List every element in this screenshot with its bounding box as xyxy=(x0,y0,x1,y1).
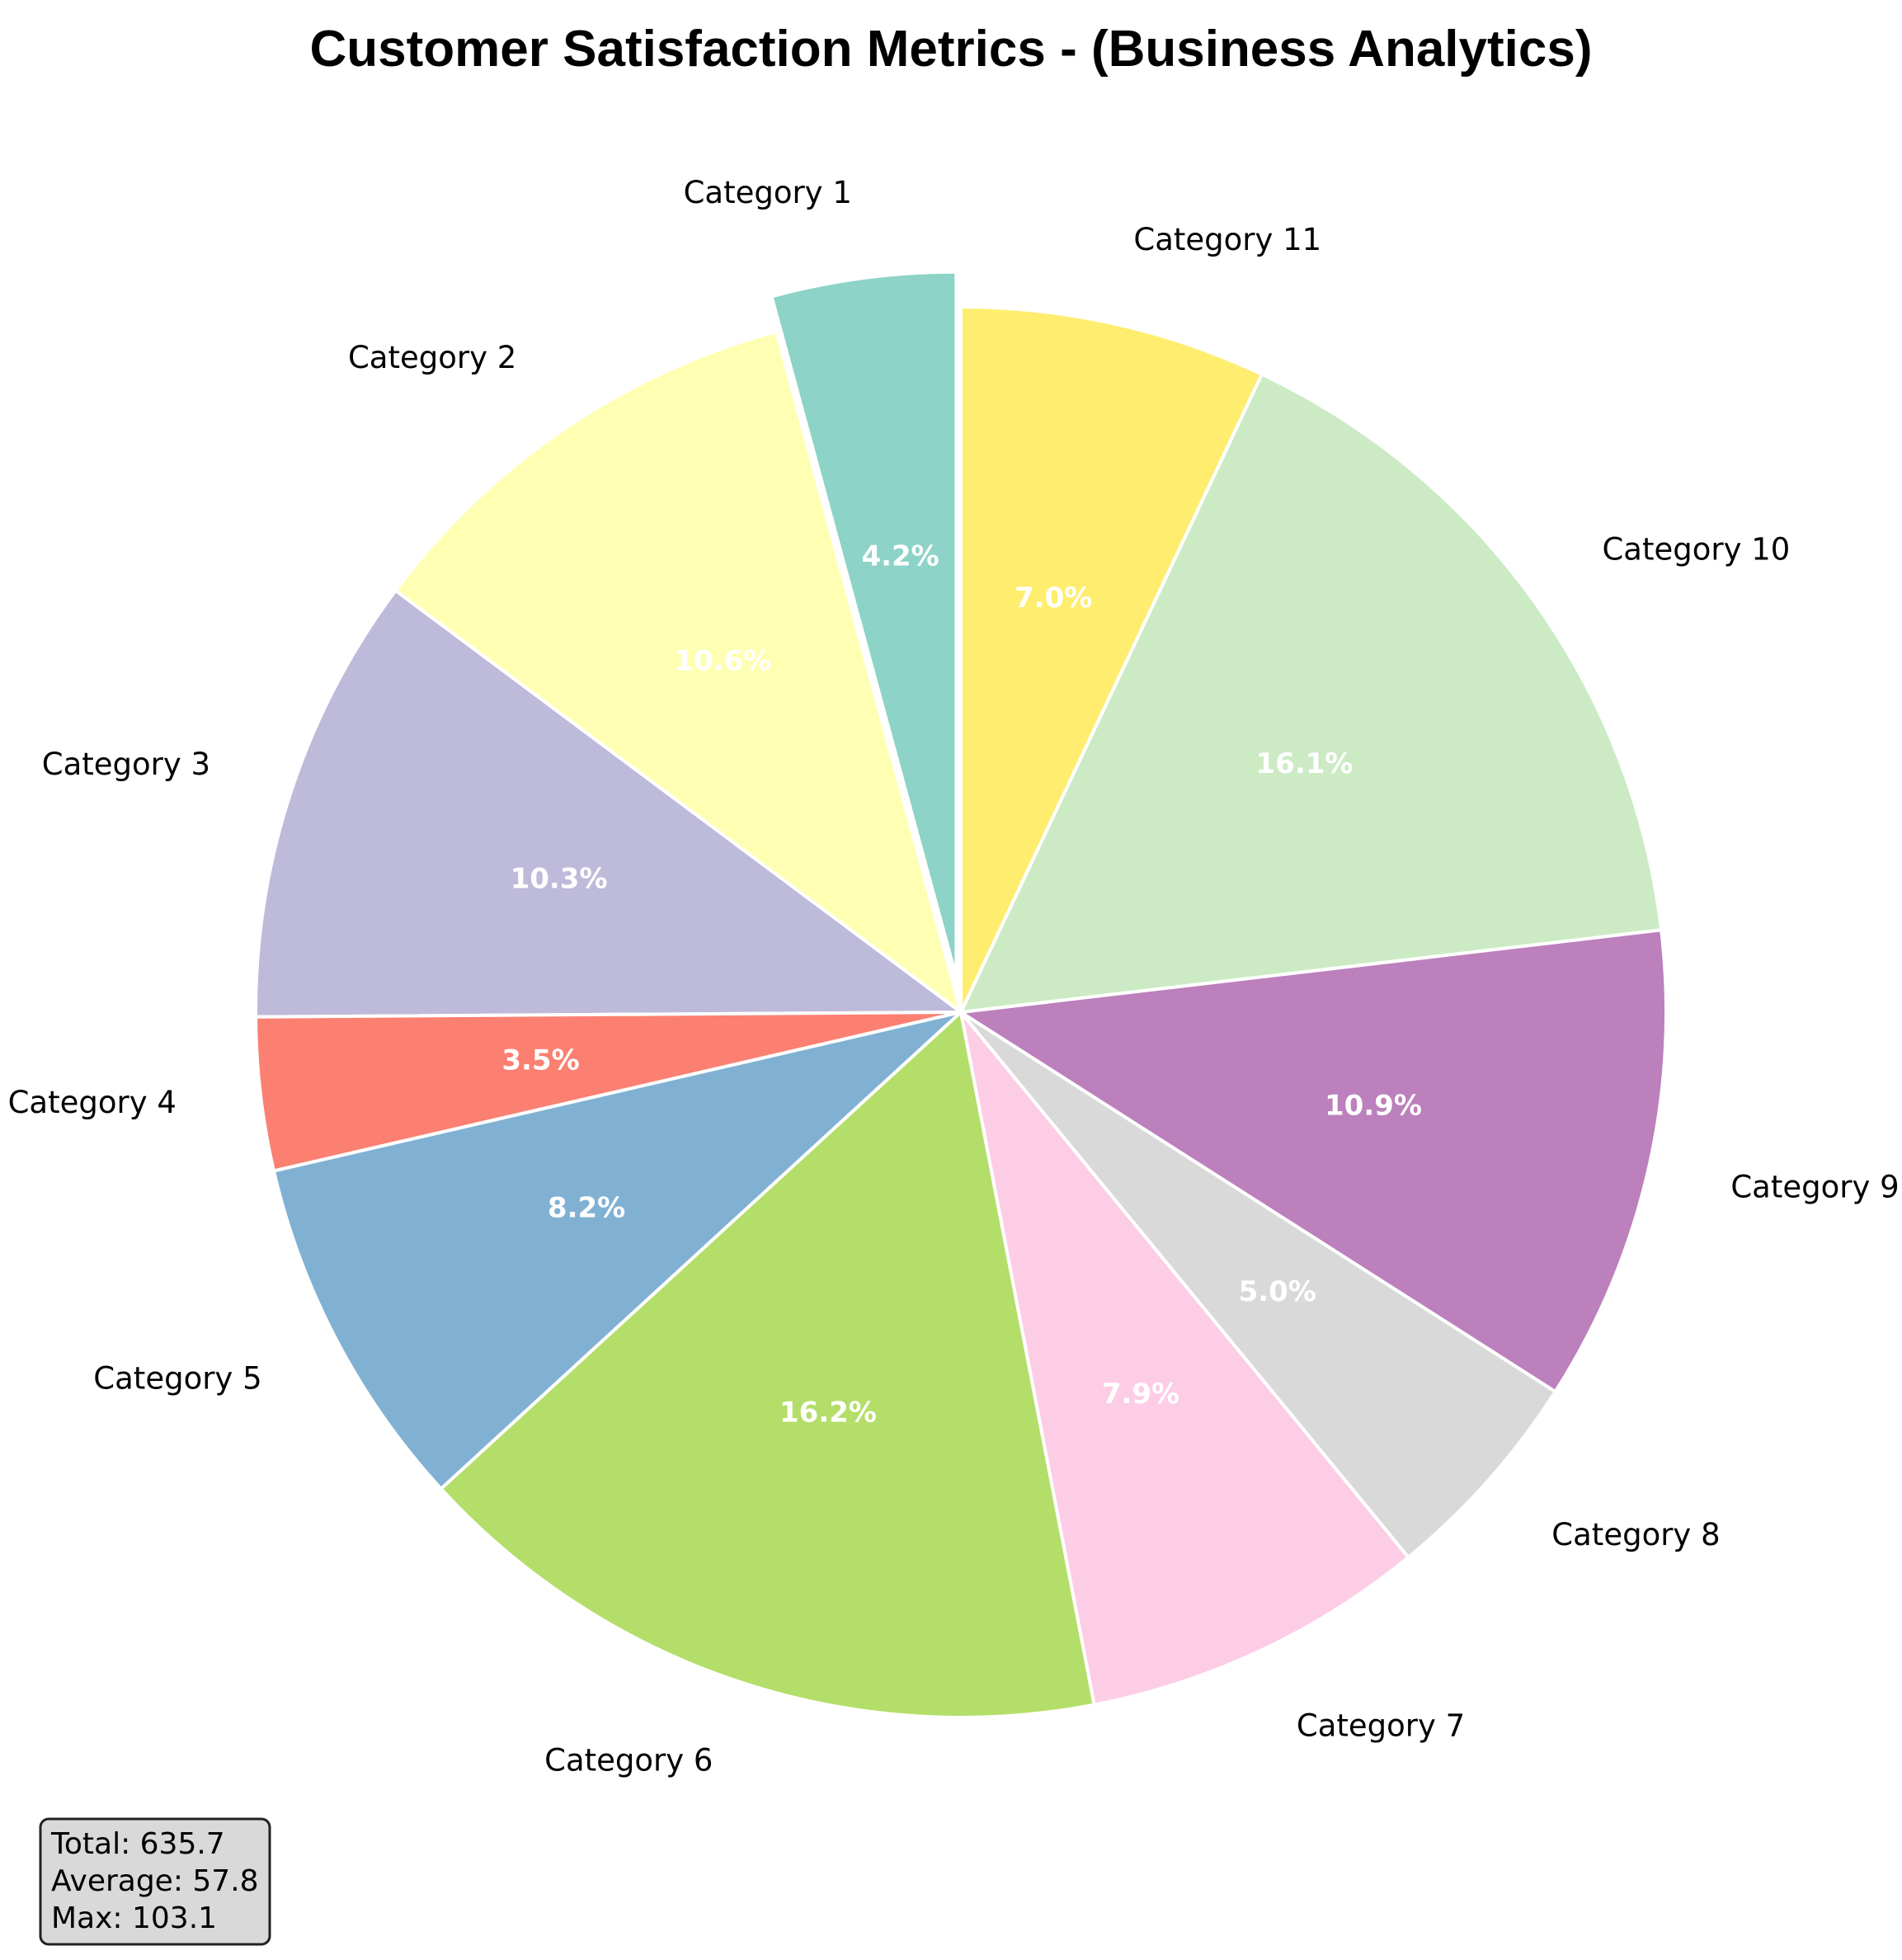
stats-box: Total: 635.7 Average: 57.8 Max: 103.1 xyxy=(39,1817,271,1946)
pie-slice-11 xyxy=(959,304,1264,1013)
percent-label-11: 7.0% xyxy=(1015,582,1092,615)
category-label-6: Category 6 xyxy=(544,1743,713,1779)
category-label-11: Category 11 xyxy=(1133,222,1321,257)
stats-max: Max: 103.1 xyxy=(51,1901,217,1935)
pie-slice-1 xyxy=(770,270,958,978)
stats-total: Total: 635.7 xyxy=(50,1827,225,1861)
percent-labels: 4.2% 10.6% 10.3% 3.5% 8.2% 16.2% 7.9% 5.0% 10.9%… xyxy=(501,540,1422,1430)
pie-slice-6 xyxy=(438,1009,1097,1719)
percent-label-4: 3.5% xyxy=(501,1044,579,1077)
category-label-9: Category 9 xyxy=(1730,1170,1899,1205)
pie-slice-7 xyxy=(959,1011,1411,1707)
percent-label-1: 4.2% xyxy=(861,540,939,573)
percent-label-8: 5.0% xyxy=(1239,1275,1316,1308)
stats-box-background xyxy=(39,1817,271,1946)
percent-label-2: 10.6% xyxy=(674,644,771,677)
category-label-5: Category 5 xyxy=(93,1361,261,1397)
pie-slice-10 xyxy=(958,372,1664,1015)
category-labels: Category 1 Category 2 Category 3 Category 4… xyxy=(8,175,1900,1779)
category-label-10: Category 10 xyxy=(1602,531,1790,567)
percent-label-6: 16.2% xyxy=(779,1397,877,1430)
pie-slice-5 xyxy=(271,1009,967,1491)
chart-title: Customer Satisfaction Metrics - (Busines… xyxy=(310,21,1593,78)
pie-slice-9 xyxy=(956,928,1668,1394)
percent-label-3: 10.3% xyxy=(511,863,608,896)
pie-slice-8 xyxy=(959,1011,1558,1560)
category-label-2: Category 2 xyxy=(348,340,516,375)
percent-label-5: 8.2% xyxy=(548,1191,625,1224)
category-label-8: Category 8 xyxy=(1551,1517,1720,1552)
pie-slices xyxy=(254,270,1668,1719)
pie-slice-2 xyxy=(393,329,964,1017)
percent-label-9: 10.9% xyxy=(1325,1089,1422,1122)
percent-label-7: 7.9% xyxy=(1102,1378,1179,1411)
stats-average: Average: 57.8 xyxy=(51,1864,259,1898)
category-label-4: Category 4 xyxy=(8,1085,177,1120)
category-label-1: Category 1 xyxy=(684,175,852,210)
category-label-7: Category 7 xyxy=(1297,1708,1465,1743)
pie-slice-3 xyxy=(254,588,966,1019)
percent-label-10: 16.1% xyxy=(1256,747,1354,780)
category-label-3: Category 3 xyxy=(42,747,210,782)
